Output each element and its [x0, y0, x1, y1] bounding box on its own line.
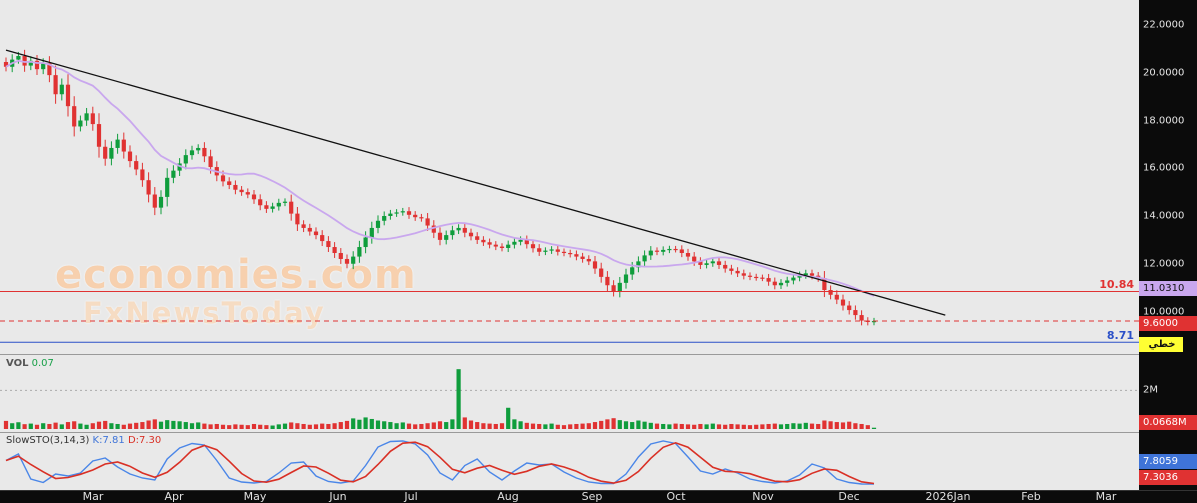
price-axis-label: 22.0000 — [1143, 19, 1185, 31]
time-axis-label: Jun — [329, 490, 347, 503]
last-price-badge: 9.6000 — [1139, 316, 1197, 331]
stochastic-k-badge: 7.8059 — [1139, 454, 1197, 469]
volume-value-badge: 0.0668M — [1139, 415, 1197, 430]
time-axis-label: Nov — [752, 490, 774, 503]
scale-type-badge[interactable]: خطي — [1139, 337, 1183, 352]
price-axis-label: 18.0000 — [1143, 115, 1185, 126]
time-axis-label: Apr — [164, 490, 184, 503]
watermark-line2: FxNewsToday — [83, 296, 326, 330]
price-axis[interactable]: 11.0310 9.6000 خطي 2M 0.0668M 7.8059 7.3… — [1139, 0, 1197, 503]
time-axis-label: 2026Jan — [925, 490, 971, 503]
volume-indicator-label: VOL 0.07 — [6, 358, 54, 369]
price-axis-label: 10.0000 — [1143, 306, 1185, 317]
time-axis-label: Sep — [581, 490, 603, 503]
watermark: economies.com FxNewsToday — [55, 255, 417, 328]
price-axis-label: 20.0000 — [1143, 67, 1185, 79]
time-axis-label: Aug — [497, 490, 519, 503]
time-axis-label: Feb — [1021, 490, 1041, 503]
time-axis-label: Oct — [666, 490, 686, 503]
stochastic-d-value: D:7.30 — [127, 435, 162, 446]
stochastic-indicator-label: SlowSTO(3,14,3) K:7.81 D:7.30 — [6, 435, 161, 446]
resistance-level-label: 10.84 — [1099, 278, 1134, 291]
stochastic-name: SlowSTO(3,14,3) — [6, 435, 90, 446]
main-chart-svg — [0, 49, 1139, 485]
time-axis[interactable]: Mar Apr May Jun Jul Aug Sep Oct Nov Dec 2026Jan Feb… — [0, 490, 1197, 503]
time-axis-label: Mar — [1095, 490, 1117, 503]
price-axis-label: 12.0000 — [1143, 258, 1185, 270]
chart-area[interactable]: economies.com FxNewsToday 10.84 8.71 VOL… — [0, 0, 1139, 490]
time-axis-label: May — [243, 490, 267, 503]
support-level-label: 8.71 — [1106, 329, 1134, 342]
volume-axis-label: 2M — [1143, 384, 1158, 396]
watermark-line1: economies.com — [55, 252, 417, 298]
price-axis-label: 14.0000 — [1143, 210, 1185, 222]
volume-value: 0.07 — [31, 358, 54, 369]
time-axis-label: Dec — [838, 490, 860, 503]
stochastic-k-value: K:7.81 — [92, 435, 125, 446]
time-axis-label: Jul — [404, 490, 418, 503]
volume-label: VOL — [6, 358, 29, 369]
time-axis-label: Mar — [82, 490, 104, 503]
stochastic-d-badge: 7.3036 — [1139, 470, 1197, 485]
ma-value-badge: 11.0310 — [1139, 281, 1197, 296]
price-axis-label: 16.0000 — [1143, 162, 1185, 174]
